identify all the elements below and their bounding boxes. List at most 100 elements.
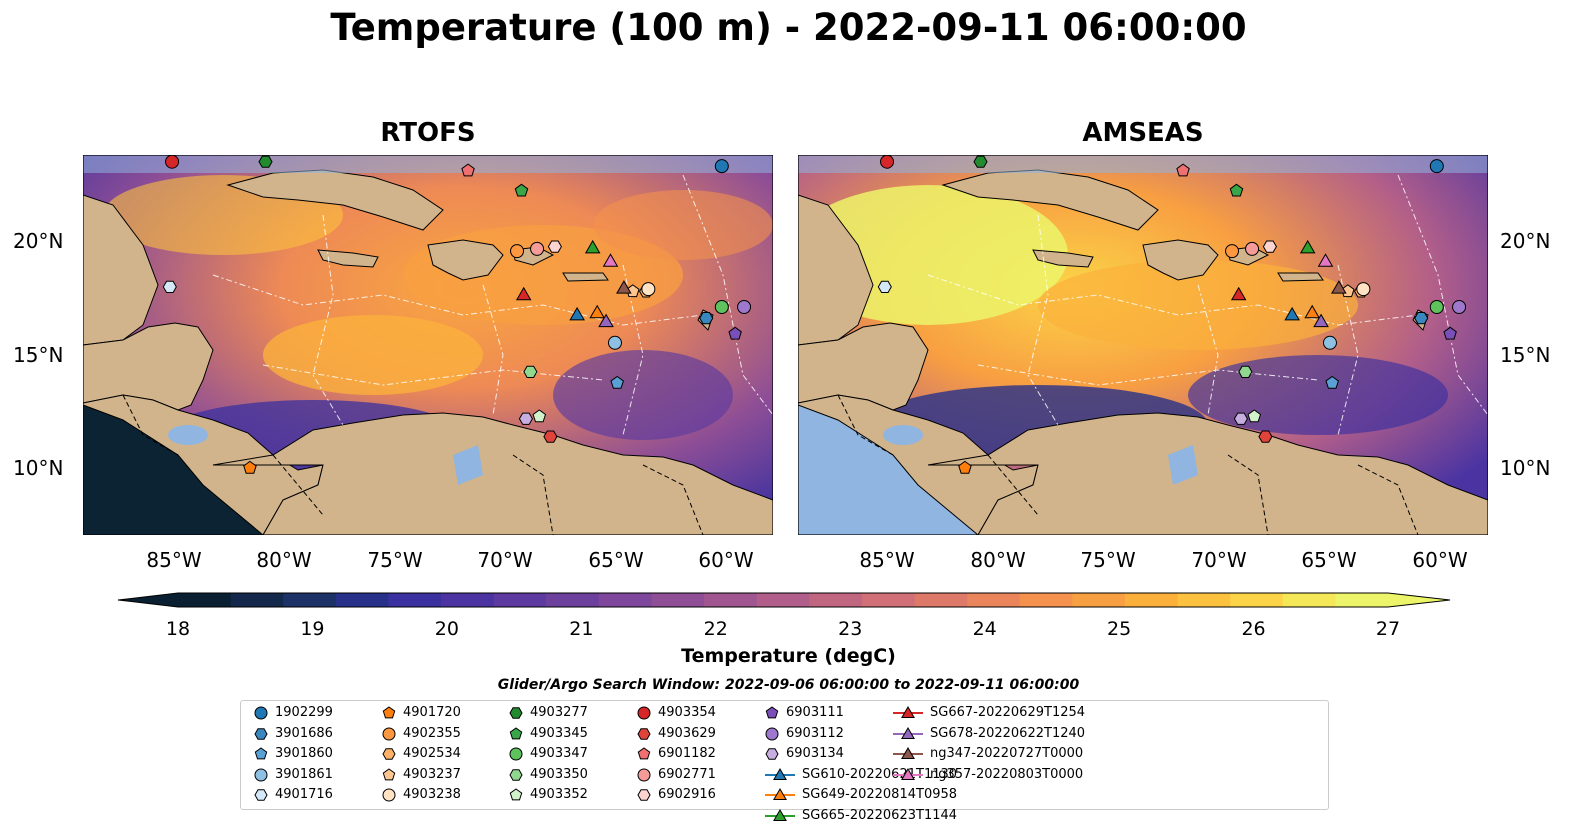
legend-marker-circle-icon xyxy=(382,727,396,740)
marker-4903629 xyxy=(543,430,558,443)
colorbar-segment xyxy=(546,593,600,607)
colorbar-segment xyxy=(230,593,284,607)
marker-3901860 xyxy=(610,375,624,389)
legend-marker-hexagon-icon xyxy=(637,727,651,740)
observation-markers xyxy=(877,154,1467,474)
observation-markers xyxy=(162,154,752,474)
legend-marker-circle-icon xyxy=(509,747,523,761)
legend-marker-triangle-icon xyxy=(893,726,923,739)
marker-4903354 xyxy=(165,154,180,169)
marker-ng347-20220727T0000 xyxy=(1331,280,1347,294)
legend-label: 6903111 xyxy=(786,705,844,720)
marker-4902355 xyxy=(510,244,525,259)
legend-item: SG649-20220814T0958 xyxy=(764,785,957,805)
marker-SG667-20220629T1254 xyxy=(515,286,532,301)
lat-label-right-10: 10°N xyxy=(1500,456,1551,480)
colorbar-tick-label: 24 xyxy=(972,618,997,640)
legend-marker-hexagon-icon xyxy=(382,748,396,760)
marker-6903134 xyxy=(518,412,533,425)
figure-title: Temperature (100 m) - 2022-09-11 06:00:0… xyxy=(330,6,1247,49)
legend-marker-triangle-icon xyxy=(893,767,923,780)
colorbar-tick-label: 27 xyxy=(1375,618,1401,640)
lon-label-amseas-60: 60°W xyxy=(1412,548,1468,572)
legend-label: SG649-20220814T0958 xyxy=(802,787,958,802)
marker-4903277 xyxy=(258,155,273,168)
marker-3901861 xyxy=(1322,335,1337,350)
legend-item: 1902299 xyxy=(253,703,333,723)
marker-4901716 xyxy=(877,280,892,293)
legend-label: SG667-20220629T1254 xyxy=(930,705,1086,720)
legend-item: 4903350 xyxy=(508,765,588,785)
legend-label: 4902355 xyxy=(403,725,461,741)
legend-item: 6901182 xyxy=(636,744,716,764)
marker-4903352 xyxy=(532,409,547,423)
legend-item: 4903238 xyxy=(381,785,461,805)
marker-6903134 xyxy=(1233,412,1248,425)
legend-item: SG678-20220622T1240 xyxy=(892,724,1085,744)
legend-item: SG665-20220623T1144 xyxy=(764,806,957,826)
marker-6902771 xyxy=(1245,241,1260,256)
marker-6902771 xyxy=(530,241,545,256)
marker-SG678-20220622T1240 xyxy=(598,313,614,328)
colorbar-segment xyxy=(388,593,442,607)
marker-6902916 xyxy=(1262,240,1277,253)
colorbar-segment xyxy=(809,593,863,607)
marker-4903629 xyxy=(1258,430,1273,443)
legend-item: SG667-20220629T1254 xyxy=(892,703,1085,723)
marker-ng357-20220803T0000 xyxy=(602,253,619,267)
marker-SG665-20220623T1144 xyxy=(1299,239,1316,254)
legend-item: 6902771 xyxy=(636,765,716,785)
colorbar-tick-label: 26 xyxy=(1241,618,1266,640)
map-panel-amseas xyxy=(788,154,1489,536)
country-boundaries xyxy=(837,394,1419,536)
marker-6902916 xyxy=(547,240,562,253)
legend-item: 4903629 xyxy=(636,724,716,744)
legend: 1902299 3901686 3901860 3901861 4901716 49017… xyxy=(240,700,1329,823)
inland-water xyxy=(798,155,1488,485)
marker-SG649-20220814T0958 xyxy=(1304,304,1320,319)
colorbar-segment xyxy=(178,593,232,607)
marker-4903277 xyxy=(973,155,988,168)
lon-label-amseas-70: 70°W xyxy=(1191,548,1247,572)
legend-marker-triangle-icon xyxy=(765,767,795,780)
lon-label-amseas-75: 75°W xyxy=(1080,548,1136,572)
legend-item: 6903112 xyxy=(764,724,844,744)
colorbar-tick-label: 25 xyxy=(1107,618,1132,640)
colorbar-segment xyxy=(283,593,337,607)
marker-4903238 xyxy=(1356,282,1371,297)
lat-label-left-10: 10°N xyxy=(13,456,64,480)
legend-label: 4903238 xyxy=(403,787,461,802)
colorbar-tick-label: 20 xyxy=(434,618,459,640)
legend-label: 4903354 xyxy=(658,705,716,720)
legend-marker-hexagon-icon xyxy=(637,789,651,801)
marker-4903345 xyxy=(1229,183,1244,197)
marker-1902299 xyxy=(714,159,729,174)
legend-item: 4901716 xyxy=(253,785,333,805)
marker-SG649-20220814T0958 xyxy=(589,304,605,319)
lon-label-rtofs-75: 75°W xyxy=(367,548,423,572)
legend-item: 4902534 xyxy=(381,744,461,764)
colorbar-tick-label: 18 xyxy=(165,618,191,640)
legend-label: 1902299 xyxy=(275,705,333,720)
legend-label: 6901182 xyxy=(658,746,716,761)
panel-title-amseas: AMSEAS xyxy=(1082,118,1204,148)
legend-label: SG610-20220621T1130 xyxy=(802,766,958,782)
legend-marker-circle-icon xyxy=(382,788,396,802)
marker-4903350 xyxy=(1238,365,1253,378)
marker-6903112 xyxy=(737,300,752,314)
lon-label-amseas-65: 65°W xyxy=(1301,548,1357,572)
colorbar-segments xyxy=(117,592,1451,608)
marker-6903112 xyxy=(1452,300,1467,314)
colorbar-segment xyxy=(1282,593,1336,607)
landmass xyxy=(82,169,774,536)
legend-label: 3901861 xyxy=(275,766,333,782)
marker-SG678-20220622T1240 xyxy=(1313,313,1329,328)
marker-SG610-20220621T1130 xyxy=(569,306,585,321)
marker-4903347 xyxy=(1429,300,1444,314)
marker-4903352 xyxy=(1247,409,1262,423)
marker-4901720 xyxy=(243,460,257,474)
legend-label: 4902534 xyxy=(403,746,461,761)
legend-label: ng357-20220803T0000 xyxy=(930,766,1084,782)
legend-label: 6903112 xyxy=(786,725,844,741)
colorbar-segment xyxy=(651,593,705,607)
